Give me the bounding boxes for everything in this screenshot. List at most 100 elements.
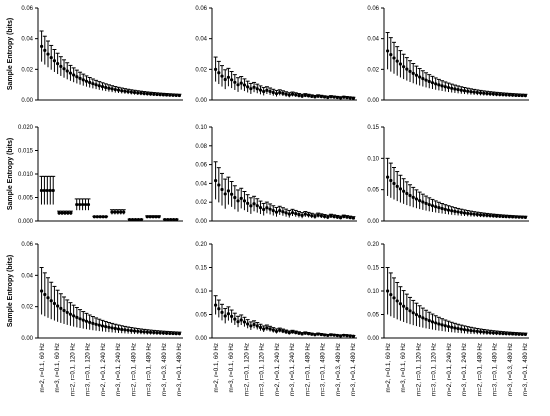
- data-point: [446, 208, 451, 212]
- data-point: [414, 313, 419, 317]
- data-point: [75, 315, 79, 320]
- data-point: [92, 215, 96, 219]
- plot-panel-4: 0.000 0.005 0.010 0.015 0.020 Sample Entropy …: [7, 125, 183, 225]
- data-point: [389, 53, 393, 57]
- data-point: [501, 331, 505, 336]
- x-tick-label: m=3, r=0.1, 120 Hz: [85, 343, 92, 396]
- data-point: [174, 217, 179, 222]
- data-point: [434, 82, 438, 86]
- data-point: [421, 77, 425, 81]
- data-point: [161, 93, 165, 97]
- x-tick-label: m=3, r=0.3, 480 Hz: [161, 343, 168, 396]
- x-tick-label: m=3, r=0.1, 60 Hz: [228, 343, 235, 393]
- x-tick-label: m=2, r=0.1, 60 Hz: [213, 343, 220, 393]
- x-tick-label: m=3, r=0.1, 240 Hz: [115, 343, 122, 396]
- data-point: [488, 92, 492, 96]
- data-point: [392, 56, 396, 60]
- data-point: [335, 95, 339, 100]
- data-point: [81, 78, 85, 82]
- x-tick-label: m=3, r=0.3, 480 Hz: [335, 343, 342, 396]
- data-point: [236, 199, 240, 203]
- data-point: [91, 82, 95, 86]
- data-point: [297, 212, 301, 217]
- data-point: [258, 88, 263, 92]
- data-point: [40, 44, 44, 48]
- data-point: [472, 329, 476, 333]
- data-point: [145, 92, 149, 96]
- y-tick-label: 0.15: [195, 266, 207, 272]
- data-point: [158, 331, 162, 335]
- data-point: [217, 307, 221, 311]
- data-point: [110, 326, 114, 330]
- plot-panel-3: 0.00 0.02 0.04 0.06: [367, 6, 529, 104]
- data-point: [145, 215, 149, 219]
- data-point: [424, 317, 428, 321]
- y-tick-label: 0.00: [367, 336, 379, 342]
- data-point: [116, 88, 121, 92]
- data-point: [329, 95, 333, 99]
- data-point: [456, 326, 460, 331]
- data-point: [214, 178, 218, 183]
- data-point: [446, 85, 451, 90]
- data-point: [268, 89, 272, 94]
- data-point: [510, 93, 515, 97]
- data-point: [226, 312, 231, 316]
- data-point: [306, 213, 311, 217]
- data-point: [226, 75, 231, 79]
- data-point: [98, 215, 102, 219]
- data-point: [287, 331, 291, 335]
- data-point: [414, 197, 419, 201]
- data-point: [57, 211, 61, 215]
- data-point: [223, 77, 227, 82]
- data-point: [136, 91, 140, 95]
- data-point: [469, 328, 473, 333]
- y-tick-label: 0.06: [367, 6, 379, 12]
- data-point: [443, 85, 447, 89]
- data-point: [440, 323, 444, 327]
- data-point: [440, 206, 444, 211]
- data-point: [485, 330, 489, 334]
- y-tick-label: 0.000: [18, 219, 34, 225]
- data-point: [43, 292, 47, 297]
- data-point: [230, 314, 234, 318]
- data-point: [395, 299, 399, 303]
- data-point: [49, 299, 53, 303]
- data-point: [517, 332, 521, 336]
- data-point: [453, 87, 457, 91]
- data-point: [322, 333, 327, 337]
- data-point: [485, 91, 489, 96]
- data-point: [113, 326, 117, 331]
- data-point: [316, 213, 320, 217]
- x-tick-label: m=3, r=0.1, 480 Hz: [350, 343, 357, 396]
- data-point: [48, 188, 52, 193]
- y-tick-label: 0.04: [21, 37, 33, 43]
- data-point: [469, 212, 473, 216]
- data-point: [274, 210, 279, 214]
- data-point: [482, 213, 486, 217]
- data-point: [466, 328, 470, 332]
- data-point: [152, 330, 156, 335]
- data-point: [68, 71, 73, 75]
- data-point: [136, 217, 141, 222]
- data-point: [142, 91, 146, 96]
- y-tick-label: 0.20: [367, 242, 379, 248]
- y-tick-label: 0.06: [21, 6, 33, 12]
- data-point: [249, 204, 253, 208]
- data-point: [169, 217, 173, 222]
- data-point: [271, 209, 275, 213]
- data-point: [411, 71, 415, 75]
- data-point: [348, 96, 352, 100]
- data-point: [504, 215, 508, 219]
- data-point: [329, 214, 333, 218]
- data-point: [239, 196, 243, 200]
- data-point: [290, 330, 295, 334]
- data-point: [453, 326, 457, 330]
- data-point: [104, 215, 108, 219]
- data-point: [345, 95, 349, 100]
- data-point: [303, 212, 307, 216]
- y-tick-label: 0.02: [367, 67, 379, 73]
- data-point: [462, 89, 467, 93]
- data-point: [421, 200, 425, 204]
- data-point: [52, 301, 57, 306]
- data-point: [520, 215, 524, 219]
